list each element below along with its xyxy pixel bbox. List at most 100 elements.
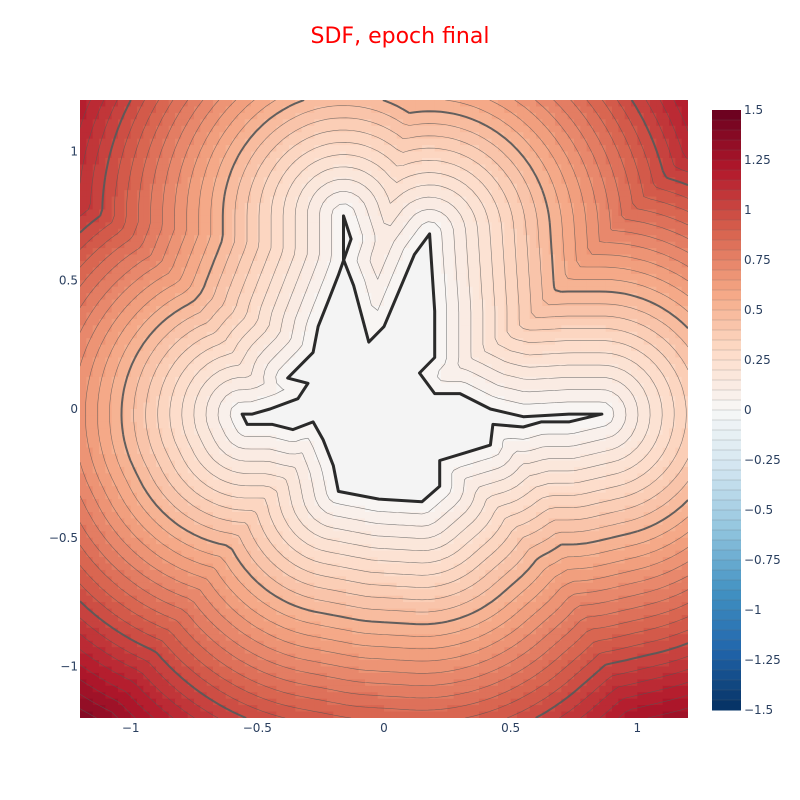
heatmap-cell bbox=[612, 312, 619, 320]
heatmap-cell bbox=[92, 344, 100, 352]
heatmap-cell bbox=[504, 331, 512, 339]
heatmap-cell bbox=[523, 344, 531, 352]
heatmap-cell bbox=[460, 190, 467, 198]
heatmap-cell bbox=[263, 286, 271, 294]
heatmap-cell bbox=[612, 280, 619, 288]
heatmap-cell bbox=[99, 183, 106, 191]
heatmap-cell bbox=[472, 273, 480, 281]
heatmap-cell bbox=[529, 254, 537, 262]
heatmap-cell bbox=[105, 312, 113, 320]
heatmap-cell bbox=[536, 177, 543, 185]
heatmap-cell bbox=[80, 196, 87, 204]
heatmap-cell bbox=[567, 119, 575, 127]
heatmap-cell bbox=[206, 273, 214, 281]
heatmap-cell bbox=[137, 338, 144, 346]
heatmap-cell bbox=[631, 363, 638, 371]
heatmap-cell bbox=[447, 363, 455, 371]
heatmap-cell bbox=[612, 157, 619, 165]
heatmap-cell bbox=[479, 293, 486, 301]
heatmap-cell bbox=[219, 190, 227, 198]
heatmap-cell bbox=[238, 112, 246, 120]
heatmap-cell bbox=[618, 215, 626, 223]
heatmap-cell bbox=[371, 299, 379, 307]
heatmap-cell bbox=[428, 235, 436, 243]
heatmap-cell bbox=[536, 376, 543, 384]
heatmap-cell bbox=[447, 125, 455, 133]
heatmap-cell bbox=[314, 125, 322, 133]
heatmap-cell bbox=[504, 351, 512, 359]
heatmap-cell bbox=[99, 428, 106, 436]
heatmap-cell bbox=[593, 177, 600, 185]
heatmap-cell bbox=[637, 190, 645, 198]
heatmap-cell bbox=[80, 145, 87, 153]
heatmap-cell bbox=[263, 215, 271, 223]
heatmap-cell bbox=[403, 106, 410, 114]
heatmap-cell bbox=[130, 273, 138, 281]
heatmap-cell bbox=[86, 396, 94, 404]
heatmap-cell bbox=[86, 312, 94, 320]
heatmap-cell bbox=[580, 254, 588, 262]
heatmap-cell bbox=[510, 215, 518, 223]
heatmap-cell bbox=[561, 409, 569, 417]
heatmap-cell bbox=[586, 306, 594, 314]
heatmap-cell bbox=[308, 254, 315, 262]
heatmap-cell bbox=[498, 351, 505, 359]
heatmap-cell bbox=[282, 318, 290, 326]
heatmap-cell bbox=[637, 357, 645, 365]
heatmap-cell bbox=[92, 132, 100, 140]
heatmap-cell bbox=[80, 215, 87, 223]
heatmap-cell bbox=[263, 241, 271, 249]
heatmap-cell bbox=[276, 363, 284, 371]
heatmap-cell bbox=[187, 415, 195, 423]
heatmap-cell bbox=[580, 267, 588, 275]
heatmap-cell bbox=[669, 112, 676, 120]
heatmap-cell bbox=[225, 299, 233, 307]
heatmap-cell bbox=[586, 370, 594, 378]
heatmap-cell bbox=[308, 286, 315, 294]
heatmap-cell bbox=[118, 344, 125, 352]
heatmap-cell bbox=[491, 241, 499, 249]
heatmap-cell bbox=[80, 351, 87, 359]
heatmap-cell bbox=[523, 100, 531, 108]
heatmap-cell bbox=[137, 286, 144, 294]
heatmap-cell bbox=[118, 215, 125, 223]
heatmap-cell bbox=[295, 106, 303, 114]
heatmap-cell bbox=[213, 273, 220, 281]
heatmap-cell bbox=[358, 209, 366, 217]
heatmap-cell bbox=[137, 396, 144, 404]
heatmap-cell bbox=[257, 299, 265, 307]
heatmap-cell bbox=[586, 222, 594, 230]
heatmap-cell bbox=[308, 119, 315, 127]
heatmap-cell bbox=[447, 170, 455, 178]
heatmap-cell bbox=[149, 203, 157, 211]
heatmap-cell bbox=[276, 248, 284, 256]
heatmap-cell bbox=[162, 209, 170, 217]
heatmap-cell bbox=[244, 318, 252, 326]
heatmap-cell bbox=[308, 306, 315, 314]
heatmap-cell bbox=[650, 280, 657, 288]
heatmap-cell bbox=[206, 370, 214, 378]
heatmap-cell bbox=[542, 267, 550, 275]
heatmap-cell bbox=[523, 286, 531, 294]
heatmap-cell bbox=[555, 203, 562, 211]
heatmap-cell bbox=[650, 325, 657, 333]
heatmap-cell bbox=[124, 306, 132, 314]
heatmap-cell bbox=[118, 267, 125, 275]
heatmap-cell bbox=[662, 209, 670, 217]
heatmap-cell bbox=[650, 338, 657, 346]
heatmap-cell bbox=[536, 170, 543, 178]
heatmap-cell bbox=[111, 100, 119, 108]
heatmap-cell bbox=[656, 351, 664, 359]
heatmap-cell bbox=[365, 106, 372, 114]
heatmap-cell bbox=[219, 151, 227, 159]
heatmap-cell bbox=[434, 125, 442, 133]
heatmap-cell bbox=[624, 170, 632, 178]
heatmap-cell bbox=[561, 100, 569, 108]
heatmap-cell bbox=[99, 318, 106, 326]
heatmap-cell bbox=[238, 280, 246, 288]
heatmap-cell bbox=[200, 286, 208, 294]
heatmap-cell bbox=[295, 132, 303, 140]
heatmap-cell bbox=[111, 145, 119, 153]
heatmap-cell bbox=[295, 119, 303, 127]
heatmap-cell bbox=[498, 338, 505, 346]
